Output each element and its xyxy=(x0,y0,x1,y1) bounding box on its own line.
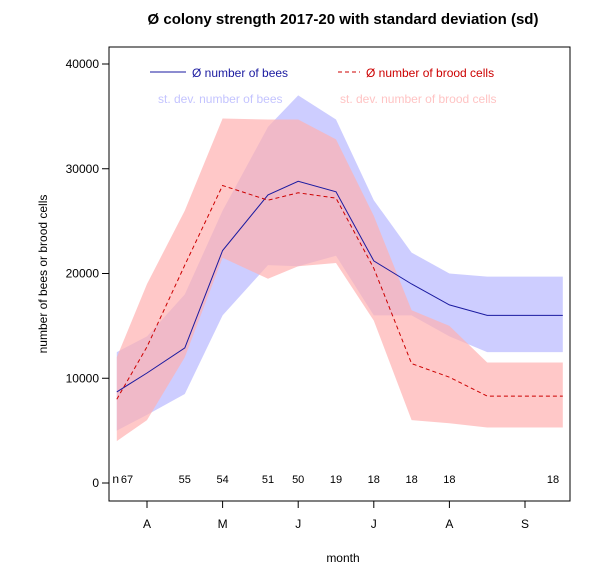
y-tick-label: 20000 xyxy=(66,267,100,281)
legend: Ø number of bees Ø number of brood cells… xyxy=(150,66,497,106)
sample-size-value: 51 xyxy=(262,474,274,486)
sample-size-value: 55 xyxy=(179,474,191,486)
x-tick-label: M xyxy=(218,517,228,531)
legend-brood-label: Ø number of brood cells xyxy=(366,66,494,80)
y-tick-label: 10000 xyxy=(66,371,100,385)
y-tick-label: 30000 xyxy=(66,162,100,176)
sample-size-value: 18 xyxy=(547,474,559,486)
sample-size-value: 67 xyxy=(121,474,133,486)
y-axis-title: number of bees or brood cells xyxy=(36,195,50,354)
sample-size-value: 18 xyxy=(405,474,417,486)
x-tick-label: J xyxy=(295,517,301,531)
y-tick-label: 0 xyxy=(92,476,99,490)
x-tick-label: A xyxy=(445,517,453,531)
y-tick-label: 40000 xyxy=(66,57,100,71)
y-axis: 0 10000 20000 30000 40000 xyxy=(66,57,109,490)
sample-size-label: n xyxy=(112,472,119,486)
x-tick-label: J xyxy=(371,517,377,531)
sample-size-value: 54 xyxy=(216,474,228,486)
legend-bees-label: Ø number of bees xyxy=(192,66,288,80)
sample-size-value: 50 xyxy=(292,474,304,486)
mean-lines xyxy=(116,180,563,400)
mean-line-bees xyxy=(116,180,563,393)
sample-size-row: n 67 55 54 51 50 19 18 18 18 18 xyxy=(112,472,559,486)
x-tick-label: A xyxy=(143,517,151,531)
chart-title: Ø colony strength 2017-20 with standard … xyxy=(148,11,539,28)
x-tick-label: S xyxy=(521,517,529,531)
sample-size-value: 18 xyxy=(443,474,455,486)
legend-bees-sd-label: st. dev. number of bees xyxy=(158,92,283,106)
mean-line-brood xyxy=(116,184,563,400)
sample-size-value: 19 xyxy=(330,474,342,486)
sd-band-brood xyxy=(116,118,563,442)
x-axis-title: month xyxy=(326,551,359,565)
legend-brood-sd-label: st. dev. number of brood cells xyxy=(340,92,497,106)
sd-bands xyxy=(116,95,563,442)
sample-size-value: 18 xyxy=(368,474,380,486)
